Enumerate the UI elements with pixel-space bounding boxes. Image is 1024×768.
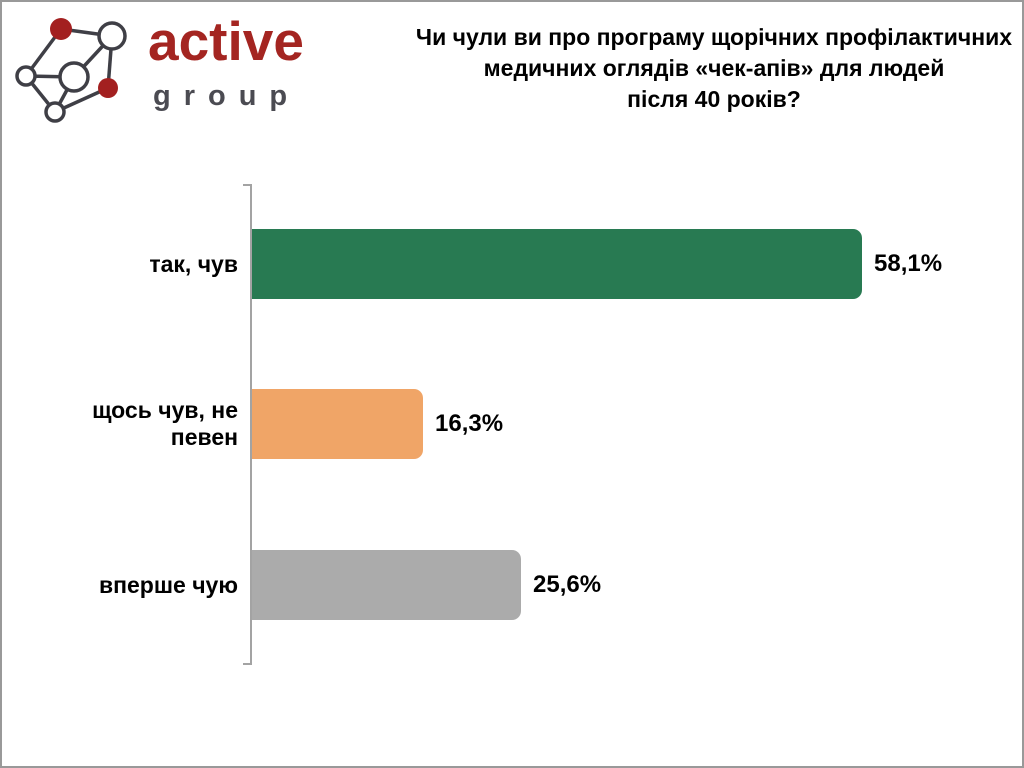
chart-title-line-1: Чи чули ви про програму щорічних профіла… — [415, 24, 1013, 50]
bar — [252, 550, 521, 620]
category-label: вперше чую — [98, 571, 238, 598]
chart-row: так, чув 58,1% — [2, 229, 1022, 299]
chart-row: щось чув, не певен 16,3% — [2, 389, 1022, 459]
bar — [252, 229, 862, 299]
chart-title-line-2: медичних оглядів «чек-апів» для людей — [483, 55, 945, 81]
brand-name-secondary: group — [153, 80, 301, 112]
chart-row: вперше чую 25,6% — [2, 550, 1022, 620]
value-label: 16,3% — [435, 410, 504, 437]
chart-title: Чи чули ви про програму щорічних профіла… — [414, 22, 1014, 115]
category-label: щось чув, не певен — [92, 397, 238, 450]
category-label: так, чув — [149, 250, 238, 277]
chart-title-line-3: після 40 років? — [627, 86, 801, 112]
value-label: 25,6% — [533, 571, 602, 598]
brand-name-primary: active — [148, 10, 304, 72]
value-label: 58,1% — [874, 250, 943, 277]
y-axis-tick-top — [243, 184, 250, 186]
y-axis-tick-bottom — [243, 663, 250, 665]
network-logo-icon — [15, 18, 127, 123]
y-axis-line — [250, 184, 252, 665]
bar — [252, 389, 423, 459]
